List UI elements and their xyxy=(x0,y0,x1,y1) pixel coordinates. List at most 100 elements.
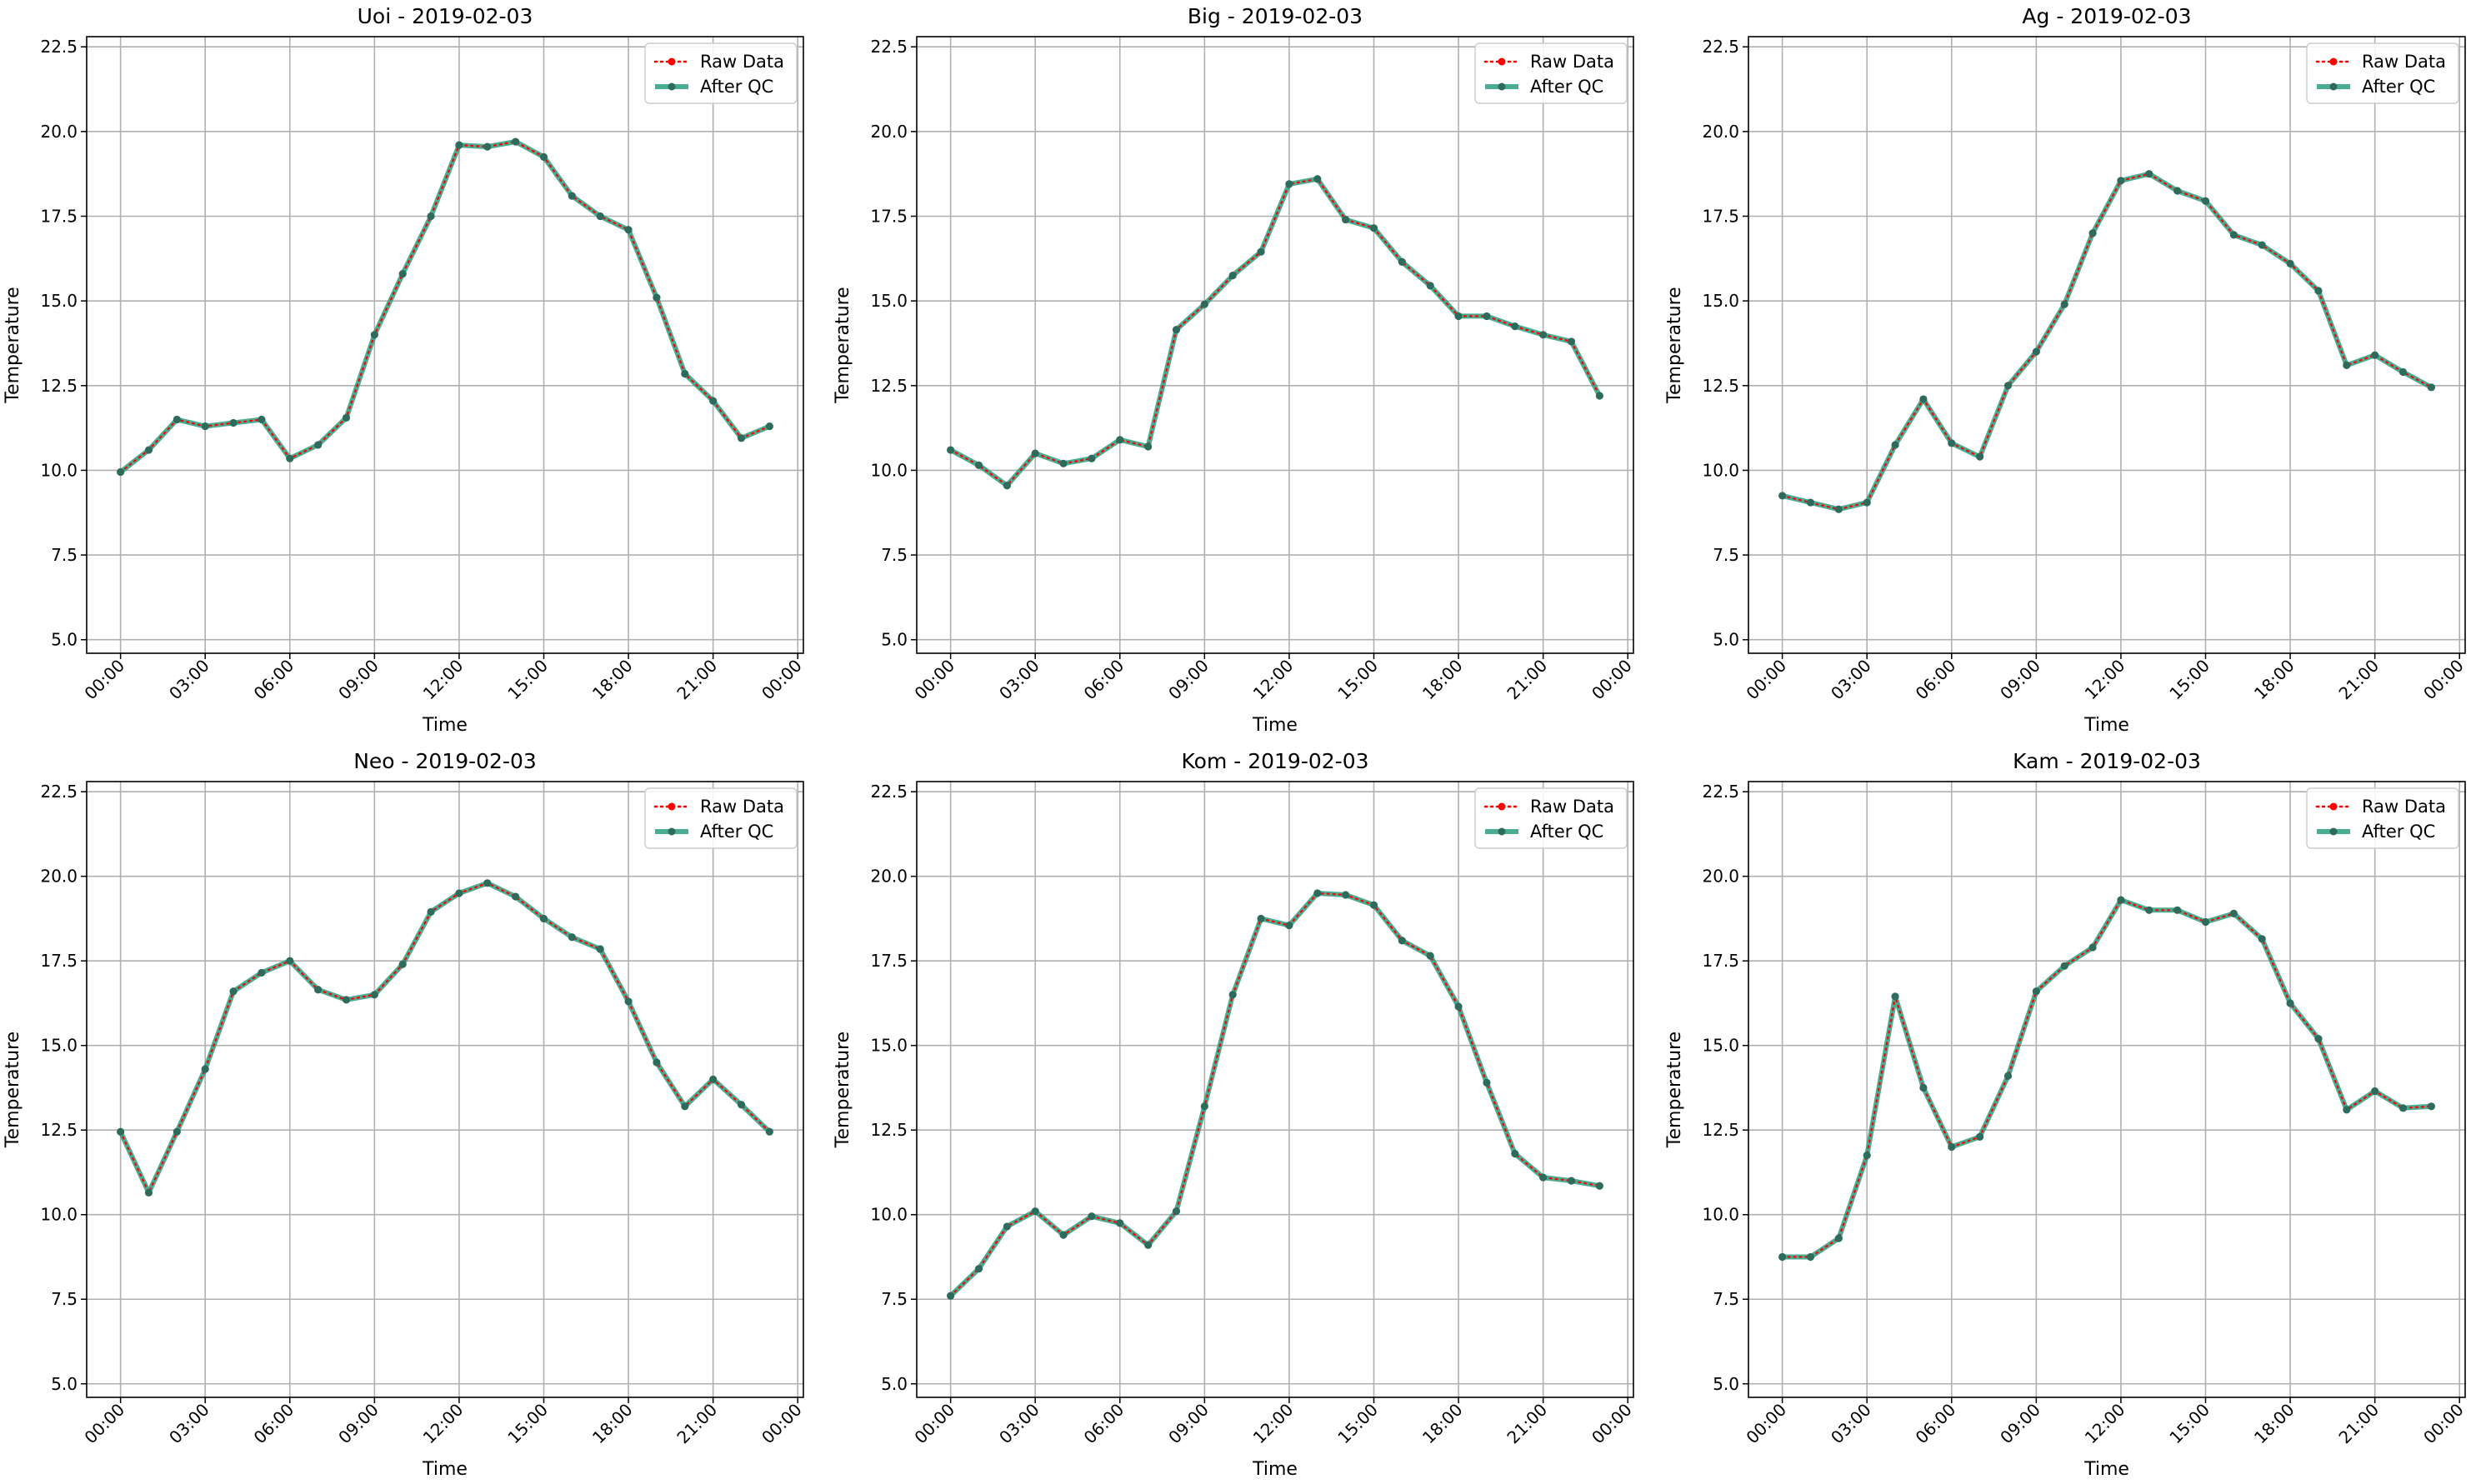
legend-marker-after-qc xyxy=(668,827,676,836)
y-tick-label: 7.5 xyxy=(51,1289,78,1309)
series-line-raw-data xyxy=(949,892,1601,1297)
legend-marker-after-qc xyxy=(1498,82,1506,91)
x-tick-label: 06:00 xyxy=(250,656,298,704)
data-point xyxy=(681,1102,689,1111)
x-tick-label: 12:00 xyxy=(419,656,468,704)
chart-panel-3: 5.0 7.5 10.0 12.5 15.0 17.5 20.0 22.5 00:00 03:00… xyxy=(1664,4,2468,736)
data-point xyxy=(258,968,266,977)
legend-label-raw-data: Raw Data xyxy=(2362,52,2446,72)
y-tick-label: 10.0 xyxy=(870,1205,908,1225)
legend-marker-raw-data xyxy=(2329,57,2338,66)
data-point xyxy=(1369,901,1378,909)
data-point xyxy=(258,415,266,424)
data-point xyxy=(1778,492,1787,500)
legend: Raw Data After QC xyxy=(2306,42,2459,104)
data-point xyxy=(2343,361,2351,369)
chart-panel-6: 5.0 7.5 10.0 12.5 15.0 17.5 20.0 22.5 00:00 03:00… xyxy=(1664,749,2468,1480)
y-tick-label: 15.0 xyxy=(870,291,908,311)
x-axis-label: Time xyxy=(2083,715,2129,736)
y-tick-label: 7.5 xyxy=(51,545,78,565)
x-tick-label: 12:00 xyxy=(1249,1400,1298,1448)
y-tick-label: 20.0 xyxy=(1702,867,1739,887)
x-tick-label: 00:00 xyxy=(910,656,958,704)
x-tick-label: 18:00 xyxy=(1418,656,1467,704)
data-point xyxy=(1144,1241,1153,1249)
data-point xyxy=(2286,999,2294,1007)
x-tick-label: 06:00 xyxy=(1080,656,1128,704)
data-point xyxy=(370,991,378,999)
x-tick-label: 06:00 xyxy=(1080,1400,1128,1448)
data-point xyxy=(2229,909,2238,917)
data-point xyxy=(2201,197,2210,205)
chart-title: Kom - 2019-02-03 xyxy=(1182,749,1369,773)
data-point xyxy=(1172,1207,1181,1216)
series-line-after-qc xyxy=(118,139,771,474)
x-tick-label: 21:00 xyxy=(2334,656,2383,704)
y-tick-label: 12.5 xyxy=(870,1120,908,1140)
data-point xyxy=(1313,175,1322,183)
data-point xyxy=(2398,1104,2408,1112)
data-point xyxy=(2032,987,2040,996)
data-point xyxy=(1539,331,1548,339)
y-axis-label: Temperature xyxy=(833,287,853,403)
legend-label-after-qc: After QC xyxy=(2362,822,2435,842)
y-tick-label: 17.5 xyxy=(870,206,908,226)
y-tick-label: 22.5 xyxy=(1702,37,1739,57)
y-axis-label: Temperature xyxy=(3,1032,23,1148)
data-point xyxy=(2398,367,2408,377)
series-line-raw-data xyxy=(949,177,1601,487)
series-line-after-qc xyxy=(1782,897,2432,1260)
data-point xyxy=(2427,1102,2435,1111)
x-tick-label: 15:00 xyxy=(2165,656,2213,704)
x-tick-label: 18:00 xyxy=(588,656,637,704)
data-point xyxy=(427,907,435,916)
data-point xyxy=(2314,287,2323,295)
data-point xyxy=(1595,392,1603,400)
y-tick-label: 10.0 xyxy=(1702,1205,1739,1225)
x-tick-label: 18:00 xyxy=(2250,656,2298,704)
data-point xyxy=(2060,300,2068,308)
data-point xyxy=(1088,454,1096,462)
y-tick-label: 5.0 xyxy=(51,630,78,650)
y-tick-label: 7.5 xyxy=(1713,1289,1739,1309)
data-point xyxy=(1228,272,1237,280)
data-point xyxy=(1834,1234,1843,1242)
legend-label-after-qc: After QC xyxy=(700,822,773,842)
data-point xyxy=(974,1265,983,1273)
data-point xyxy=(1342,215,1350,224)
y-tick-label: 7.5 xyxy=(881,545,908,565)
data-point xyxy=(1116,1219,1124,1227)
data-point xyxy=(1398,937,1406,945)
x-tick-label: 15:00 xyxy=(503,1400,552,1448)
x-tick-label: 15:00 xyxy=(1333,1400,1382,1448)
x-tick-label: 15:00 xyxy=(2165,1400,2213,1448)
x-axis-label: Time xyxy=(2083,1459,2129,1480)
chart-panel-2: 5.0 7.5 10.0 12.5 15.0 17.5 20.0 22.5 00:00 03:00… xyxy=(833,4,1636,736)
legend-label-raw-data: Raw Data xyxy=(700,52,784,72)
data-point xyxy=(229,418,238,427)
legend: Raw Data After QC xyxy=(2306,787,2459,849)
x-tick-label: 00:00 xyxy=(80,1400,128,1448)
data-point xyxy=(1976,452,1984,461)
chart-panel-1: 5.0 7.5 10.0 12.5 15.0 17.5 20.0 22.5 00:00 03:00… xyxy=(3,4,806,736)
data-point xyxy=(1863,498,1871,507)
y-tick-label: 20.0 xyxy=(40,867,78,887)
data-point xyxy=(1059,1231,1068,1239)
y-tick-label: 17.5 xyxy=(40,951,78,971)
y-tick-label: 22.5 xyxy=(40,37,78,57)
y-tick-label: 10.0 xyxy=(40,1205,78,1225)
x-tick-label: 00:00 xyxy=(910,1400,958,1448)
x-tick-label: 00:00 xyxy=(2419,1400,2468,1448)
data-point xyxy=(2343,1106,2351,1114)
x-tick-label: 09:00 xyxy=(1996,656,2044,704)
data-point xyxy=(1426,952,1434,960)
y-tick-label: 5.0 xyxy=(881,630,908,650)
data-point xyxy=(1003,1222,1011,1231)
series-line-raw-data xyxy=(119,140,771,473)
data-point xyxy=(1539,1173,1548,1182)
data-point xyxy=(2003,382,2013,390)
data-point xyxy=(2145,906,2153,914)
y-axis-label: Temperature xyxy=(1664,1032,1685,1148)
data-point xyxy=(624,226,633,234)
data-point xyxy=(1342,891,1350,899)
